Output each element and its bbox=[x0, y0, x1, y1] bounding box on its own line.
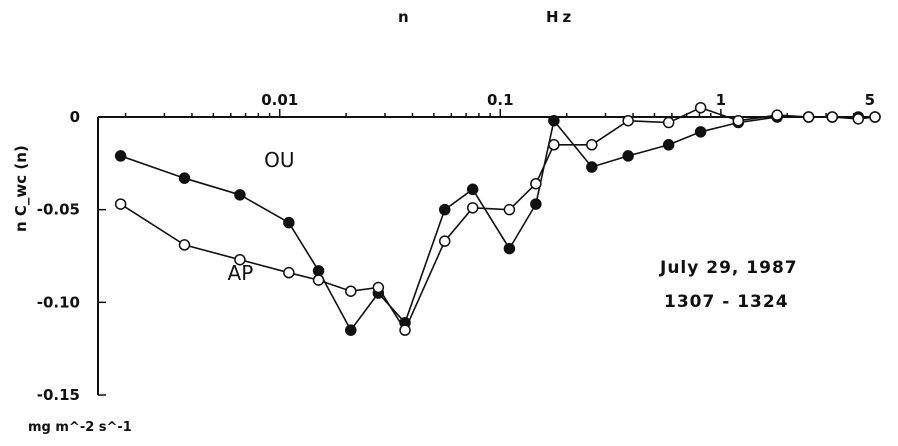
data-point-ou bbox=[586, 161, 598, 173]
y-tick-label: -0.15 bbox=[37, 386, 80, 404]
data-point-ou bbox=[178, 172, 191, 184]
data-point-ap bbox=[466, 202, 479, 214]
series-label-ap: AP bbox=[228, 261, 254, 285]
data-point-ap bbox=[852, 113, 865, 125]
data-point-ou bbox=[234, 189, 246, 201]
x-axis-unit: Hz bbox=[546, 8, 576, 26]
data-point-ou bbox=[114, 150, 127, 162]
data-point-ou bbox=[548, 114, 560, 127]
y-tick-label: -0.10 bbox=[37, 293, 80, 311]
date-annotation: July 29, 1987 bbox=[660, 258, 798, 278]
data-point-ou bbox=[662, 139, 675, 151]
data-point-ap bbox=[586, 139, 598, 151]
data-point-ap bbox=[548, 139, 560, 151]
y-tick-label: 0 bbox=[70, 108, 80, 126]
data-point-ap bbox=[312, 274, 325, 286]
time-annotation: 1307 - 1324 bbox=[664, 292, 789, 312]
data-point-ap bbox=[622, 114, 634, 127]
x-tick-label: 5 bbox=[865, 91, 875, 109]
data-point-ap bbox=[662, 116, 675, 129]
data-point-ap bbox=[869, 111, 881, 123]
data-point-ap bbox=[826, 111, 839, 123]
data-point-ou bbox=[312, 265, 325, 277]
x-axis-label: n bbox=[398, 8, 409, 26]
x-tick-label: 0.01 bbox=[261, 91, 298, 109]
data-point-ap bbox=[399, 324, 411, 336]
data-point-ou bbox=[466, 183, 479, 196]
data-point-ou bbox=[283, 216, 295, 229]
y-axis-label: n C_wc (n) bbox=[12, 145, 30, 232]
data-point-ap bbox=[372, 281, 385, 294]
data-point-ap bbox=[283, 266, 295, 279]
data-point-ap bbox=[345, 285, 357, 297]
data-point-ap bbox=[178, 239, 191, 251]
data-point-ou bbox=[530, 198, 542, 210]
data-point-ap bbox=[114, 198, 127, 210]
y-axis-unit: mg m^-2 s^-1 bbox=[28, 420, 132, 435]
data-point-ou bbox=[438, 203, 451, 216]
data-point-ou bbox=[694, 126, 707, 138]
series-label-ou: OU bbox=[264, 148, 294, 172]
data-point-ap bbox=[234, 253, 246, 266]
data-point-ap bbox=[503, 203, 516, 216]
data-point-ap bbox=[771, 109, 783, 121]
y-tick-label: -0.05 bbox=[37, 201, 80, 219]
data-point-ap bbox=[732, 114, 745, 127]
data-point-ap bbox=[438, 235, 451, 247]
data-point-ap bbox=[802, 111, 815, 123]
x-tick-label: 0.1 bbox=[487, 91, 514, 109]
data-point-ou bbox=[503, 242, 516, 255]
x-tick-label: 1 bbox=[716, 91, 726, 109]
data-point-ou bbox=[622, 150, 634, 162]
data-point-ap bbox=[694, 101, 707, 114]
data-point-ou bbox=[345, 324, 357, 336]
data-point-ap bbox=[530, 177, 542, 190]
